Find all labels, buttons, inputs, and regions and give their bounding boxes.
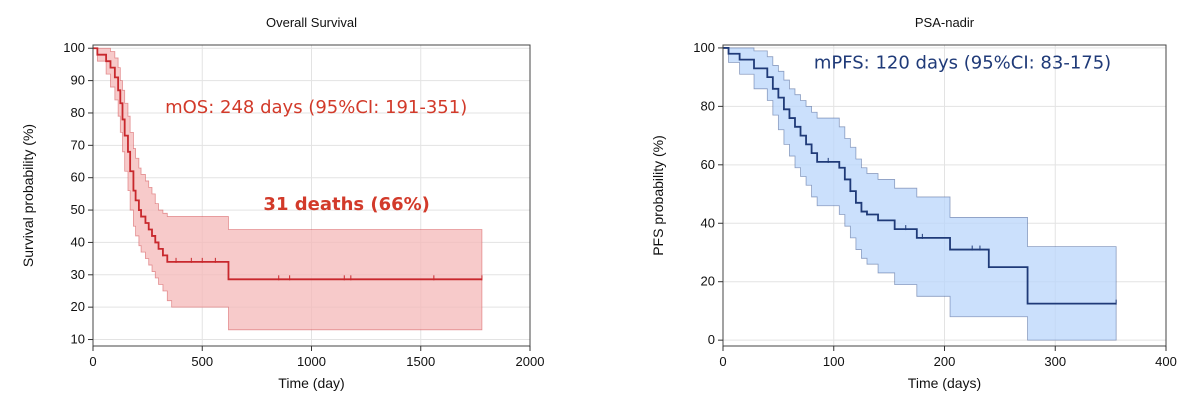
y-tick-label: 80 <box>701 98 715 113</box>
psa-nadir-svg: 0 20 40 60 80 100 0 100 200 300 400 PSA-nadir Time (… <box>650 15 1177 391</box>
x-tick-label: 300 <box>1044 354 1066 369</box>
x-axis-label: Time (days) <box>908 375 981 391</box>
y-tick-label: 30 <box>71 267 85 282</box>
y-tick-label: 40 <box>701 215 715 230</box>
y-tick-label: 60 <box>701 157 715 172</box>
y-axis-label: Survival probability (%) <box>20 124 36 267</box>
x-tick-label: 400 <box>1155 354 1177 369</box>
y-tick-label: 80 <box>71 105 85 120</box>
y-tick-label: 20 <box>701 274 715 289</box>
y-tick-label: 100 <box>693 40 715 55</box>
x-tick-label: 0 <box>89 354 96 369</box>
x-tick-label: 100 <box>823 354 845 369</box>
confidence-band <box>93 47 483 331</box>
y-tick-label: 50 <box>71 202 85 217</box>
y-tick-label: 100 <box>63 40 85 55</box>
chart-title: Overall Survival <box>266 15 357 30</box>
y-tick-label: 90 <box>71 73 85 88</box>
y-tick-label: 0 <box>708 332 715 347</box>
psa-nadir-chart: 0 20 40 60 80 100 0 100 200 300 400 PSA-nadir Time (… <box>620 0 1200 410</box>
y-tick-label: 40 <box>71 234 85 249</box>
chart-annotation: mPFS: 120 days (95%CI: 83-175) <box>814 52 1111 73</box>
x-axis-label: Time (day) <box>278 375 344 391</box>
y-tick-label: 60 <box>71 170 85 185</box>
chart-annotation: mOS: 248 days (95%CI: 191-351) <box>165 97 467 118</box>
x-tick-label: 200 <box>934 354 956 369</box>
x-tick-label: 1500 <box>406 354 435 369</box>
chart-annotation: 31 deaths (66%) <box>263 194 430 215</box>
x-tick-label: 1000 <box>297 354 326 369</box>
x-tick-label: 500 <box>191 354 213 369</box>
x-tick-label: 0 <box>719 354 726 369</box>
survival-curve <box>93 47 482 281</box>
chart-title: PSA-nadir <box>915 15 975 30</box>
y-axis-label: PFS probability (%) <box>650 135 666 256</box>
x-tick-label: 2000 <box>516 354 545 369</box>
overall-survival-chart: 10 20 30 40 50 60 70 80 90 100 0 500 1000 1500 2000 Ove… <box>0 0 560 410</box>
y-tick-label: 20 <box>71 299 85 314</box>
y-tick-label: 10 <box>71 332 85 347</box>
y-tick-label: 70 <box>71 137 85 152</box>
